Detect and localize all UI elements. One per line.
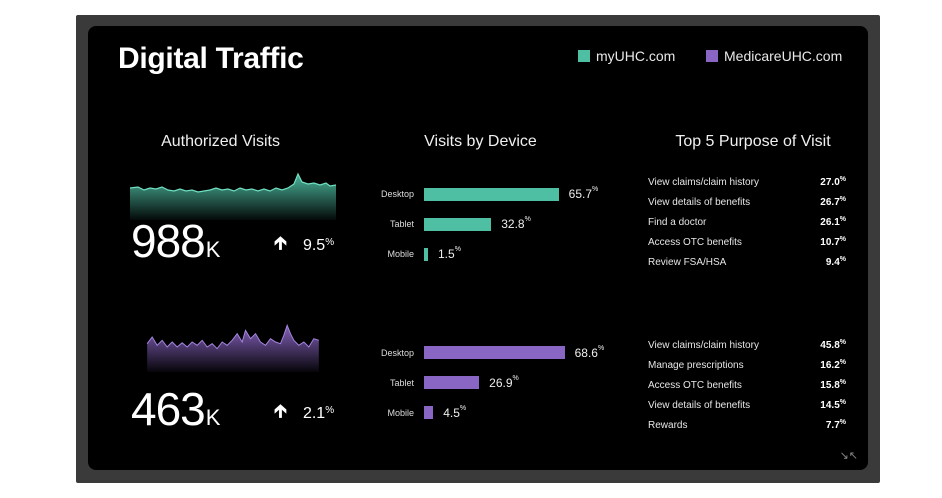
purpose-label: Find a doctor: [648, 217, 707, 228]
change-unit: %: [325, 404, 335, 416]
purpose-value: 45.8%: [820, 339, 846, 351]
purpose-value: 16.2%: [820, 359, 846, 371]
purpose-label: View claims/claim history: [648, 340, 759, 351]
purpose-label: Manage prescriptions: [648, 360, 744, 371]
purpose-value: 26.1%: [820, 216, 846, 228]
section-title-visits-by-device: Visits by Device: [424, 133, 537, 150]
purpose-value: 10.7%: [820, 236, 846, 248]
visits-change-myuhc: 🡱 9.5%: [274, 231, 334, 261]
change-unit: %: [325, 236, 335, 248]
purpose-label: View claims/claim history: [648, 177, 759, 188]
collapse-icon[interactable]: ↘↖: [839, 450, 858, 462]
arrow-up-icon: 🡱: [274, 233, 287, 253]
device-value: 32.8%: [501, 216, 531, 231]
purpose-value: 15.8%: [820, 379, 846, 391]
legend-swatch-medicare: [706, 50, 718, 62]
sparkline-myuhc: [130, 172, 336, 220]
section-title-authorized-visits: Authorized Visits: [161, 133, 280, 150]
visits-value: 463: [131, 383, 206, 435]
device-label-desktop: Desktop: [380, 348, 414, 358]
device-bar: [424, 376, 480, 389]
purpose-label: Rewards: [648, 420, 688, 431]
visits-unit: K: [205, 405, 221, 430]
device-label-mobile: Mobile: [387, 249, 414, 259]
section-title-top-purposes: Top 5 Purpose of Visit: [675, 133, 831, 150]
legend-label-medicare: MedicareUHC.com: [724, 48, 843, 64]
device-bar: [424, 188, 559, 201]
purpose-label: Access OTC benefits: [648, 380, 742, 391]
purpose-label: View details of benefits: [648, 400, 751, 411]
purpose-value: 27.0%: [820, 176, 846, 188]
purpose-value: 7.7%: [825, 419, 846, 431]
device-label-desktop: Desktop: [380, 189, 414, 199]
authorized-visits-medicare: 463K: [131, 382, 221, 436]
device-value: 68.6%: [574, 345, 605, 360]
purpose-value: 26.7%: [820, 196, 846, 208]
device-value: 65.7%: [568, 186, 599, 201]
legend-label-myuhc: myUHC.com: [596, 48, 676, 64]
device-value: 26.9%: [489, 375, 519, 390]
device-label-tablet: Tablet: [389, 378, 414, 388]
legend-item-myuhc: myUHC.com: [578, 48, 675, 64]
change-value: 2.1: [302, 405, 326, 422]
sparkline-medicare: [146, 323, 319, 372]
device-bar: [424, 346, 565, 359]
page-title: Digital Traffic: [118, 42, 304, 75]
purpose-value: 9.4%: [825, 256, 846, 268]
visits-change-medicare: 🡱 2.1%: [274, 399, 334, 429]
arrow-up-icon: 🡱: [274, 401, 287, 421]
change-value: 9.5: [302, 237, 326, 254]
purpose-value: 14.5%: [820, 399, 846, 411]
device-bar: [424, 248, 428, 261]
legend-swatch-myuhc: [578, 50, 590, 62]
dashboard-screen: Digital Traffic myUHC.com MedicareUHC.co…: [88, 26, 868, 470]
device-value: 4.5%: [443, 405, 467, 420]
authorized-visits-myuhc: 988K: [131, 214, 221, 268]
purpose-label: View details of benefits: [648, 197, 751, 208]
visits-unit: K: [205, 237, 221, 262]
device-label-tablet: Tablet: [389, 219, 414, 229]
purpose-label: Access OTC benefits: [648, 237, 742, 248]
visits-value: 988: [131, 215, 206, 267]
device-bar: [424, 218, 492, 231]
purpose-label: Review FSA/HSA: [648, 257, 727, 268]
device-label-mobile: Mobile: [387, 408, 414, 418]
device-value: 1.5%: [438, 246, 461, 261]
legend-item-medicare: MedicareUHC.com: [706, 48, 842, 64]
device-bar: [424, 406, 434, 419]
